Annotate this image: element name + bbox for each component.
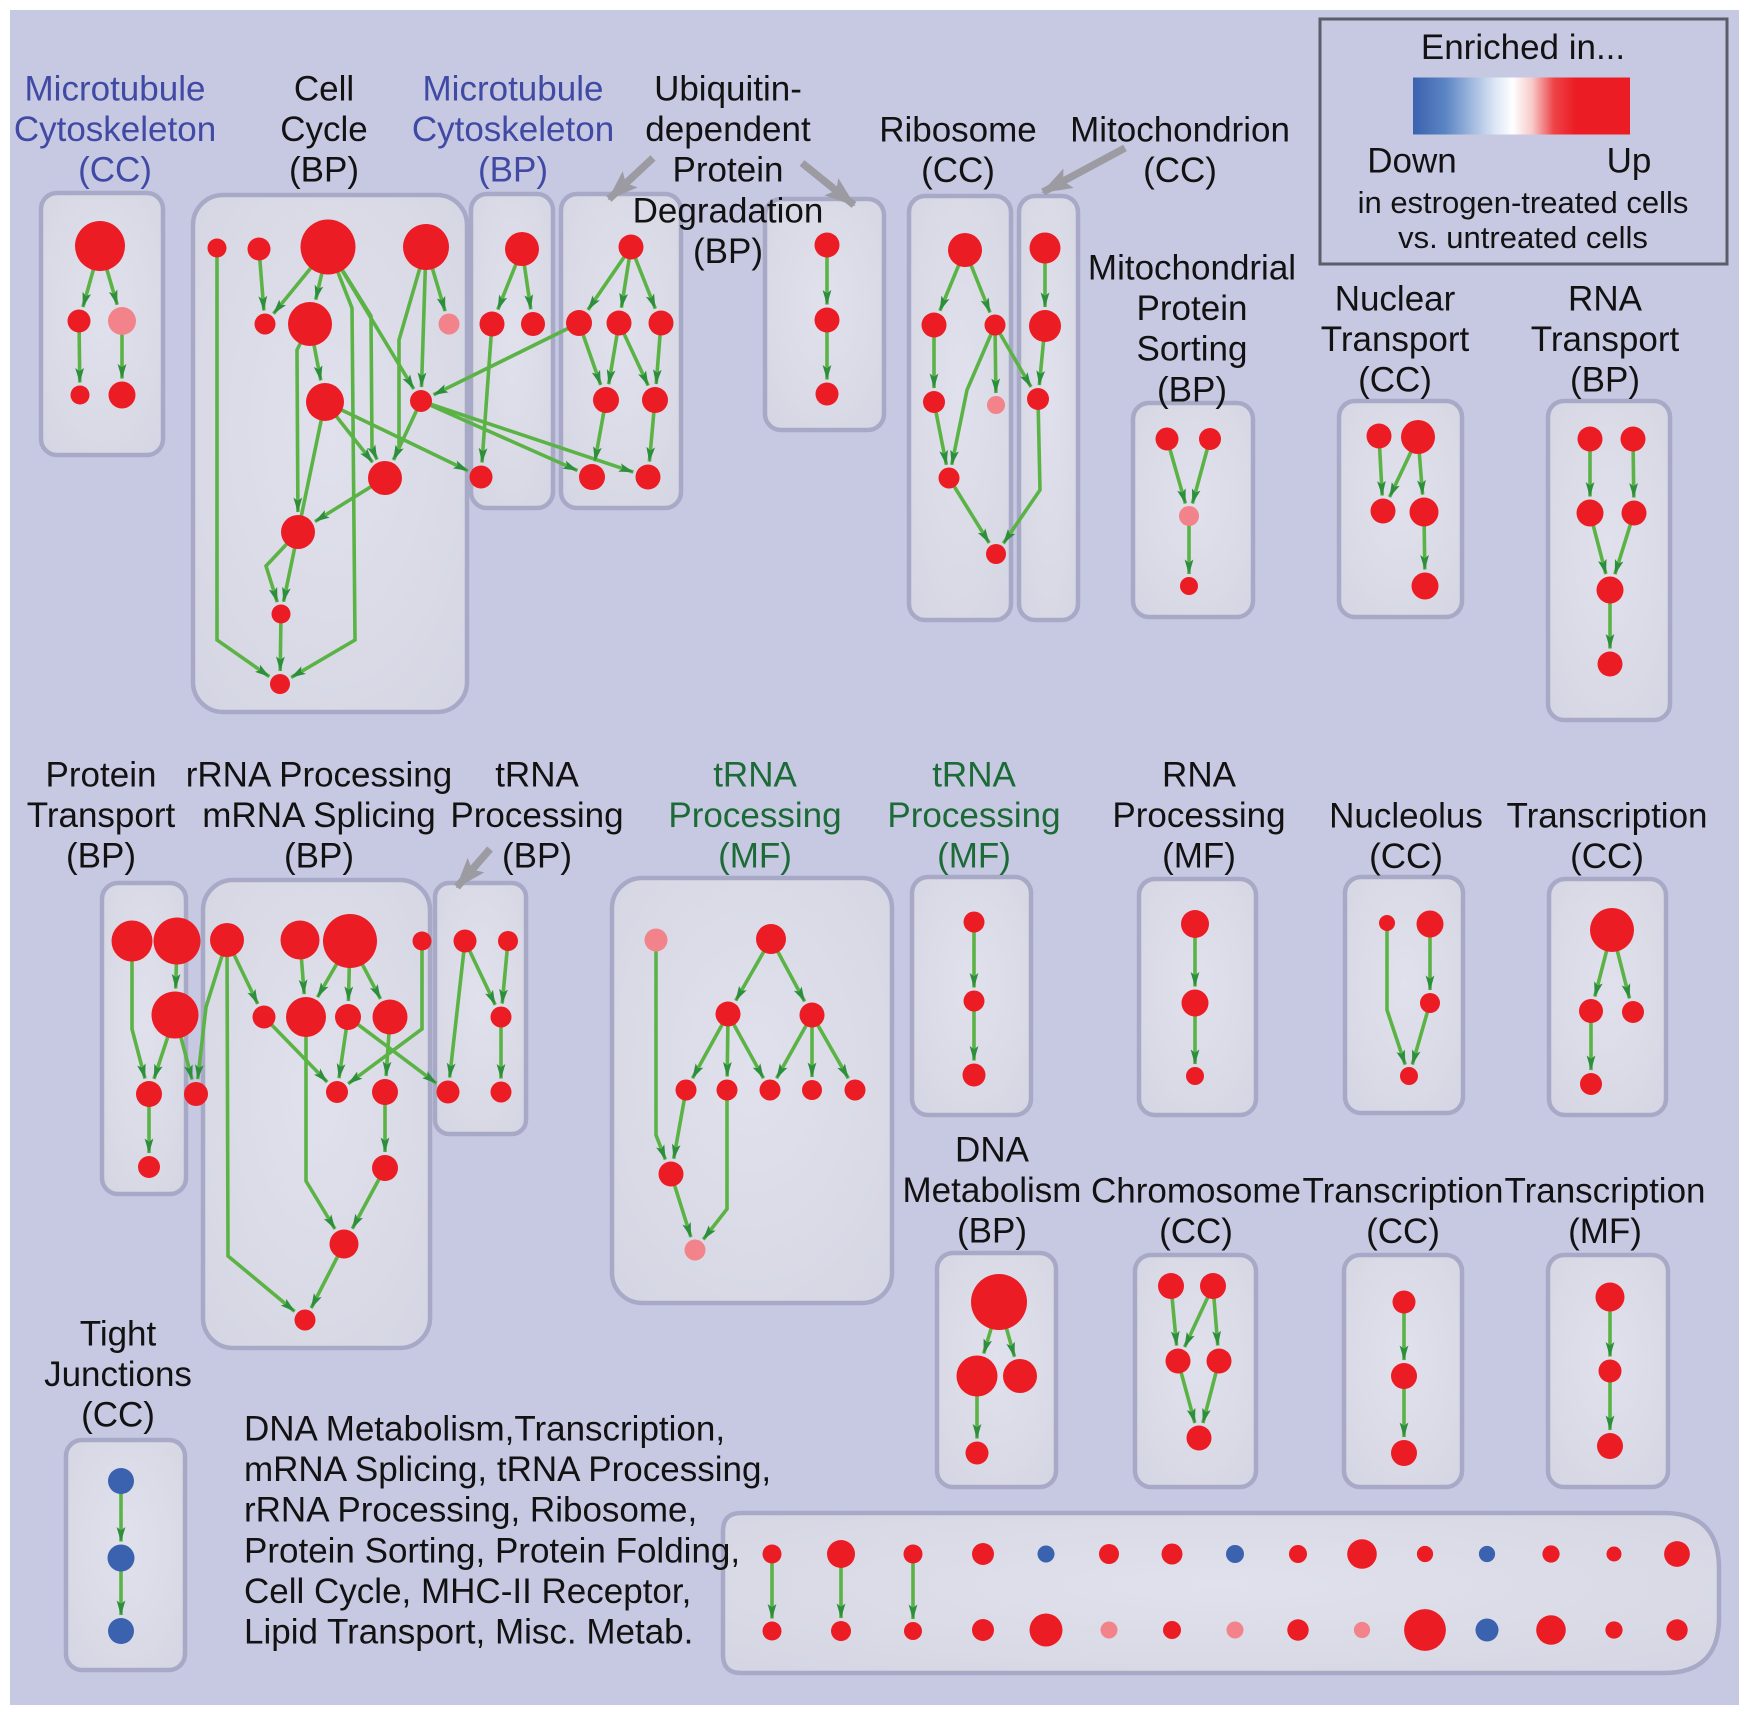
svg-text:Transcription: Transcription <box>1303 1172 1504 1211</box>
svg-text:(BP): (BP) <box>502 837 572 876</box>
svg-text:Nuclear: Nuclear <box>1335 280 1456 319</box>
svg-text:(CC): (CC) <box>1159 1212 1233 1251</box>
svg-text:(CC): (CC) <box>1358 361 1432 400</box>
svg-text:Processing: Processing <box>450 796 623 835</box>
svg-text:(BP): (BP) <box>66 837 136 876</box>
svg-text:Transcription: Transcription <box>1507 797 1708 836</box>
svg-text:Cell Cycle, MHC-II Receptor,: Cell Cycle, MHC-II Receptor, <box>244 1572 691 1611</box>
svg-text:tRNA: tRNA <box>932 756 1016 795</box>
svg-text:mRNA Splicing: mRNA Splicing <box>202 796 435 835</box>
svg-text:Processing: Processing <box>1112 796 1285 835</box>
svg-text:rRNA Processing: rRNA Processing <box>186 756 452 795</box>
svg-text:tRNA: tRNA <box>713 756 797 795</box>
svg-text:(BP): (BP) <box>478 151 548 190</box>
svg-text:(CC): (CC) <box>1143 151 1217 190</box>
svg-text:Metabolism: Metabolism <box>903 1171 1082 1210</box>
svg-text:Ubiquitin-: Ubiquitin- <box>654 70 802 109</box>
svg-text:(CC): (CC) <box>81 1396 155 1435</box>
svg-text:(BP): (BP) <box>284 837 354 876</box>
svg-text:Cell: Cell <box>294 70 354 109</box>
svg-text:Transport: Transport <box>1531 320 1680 359</box>
svg-text:Up: Up <box>1607 142 1652 181</box>
svg-text:Enriched in...: Enriched in... <box>1421 28 1625 67</box>
svg-text:RNA: RNA <box>1162 756 1237 795</box>
svg-text:(CC): (CC) <box>921 151 995 190</box>
svg-text:(MF): (MF) <box>718 837 792 876</box>
svg-text:Transport: Transport <box>27 796 176 835</box>
svg-text:(BP): (BP) <box>1570 361 1640 400</box>
svg-text:Cycle: Cycle <box>280 110 368 149</box>
svg-text:(MF): (MF) <box>937 837 1011 876</box>
svg-text:dependent: dependent <box>645 110 811 149</box>
svg-text:Protein: Protein <box>673 151 784 190</box>
svg-text:tRNA: tRNA <box>495 756 579 795</box>
svg-text:(CC): (CC) <box>1570 837 1644 876</box>
svg-text:Processing: Processing <box>887 796 1060 835</box>
svg-text:(CC): (CC) <box>1369 837 1443 876</box>
svg-text:Mitochondrial: Mitochondrial <box>1088 249 1296 288</box>
svg-text:RNA: RNA <box>1568 280 1643 319</box>
svg-text:Transport: Transport <box>1321 320 1470 359</box>
svg-text:Protein: Protein <box>1137 289 1248 328</box>
svg-text:Down: Down <box>1367 142 1456 181</box>
svg-text:Tight: Tight <box>80 1315 157 1354</box>
svg-text:(BP): (BP) <box>957 1212 1027 1251</box>
svg-text:vs. untreated cells: vs. untreated cells <box>1398 220 1648 255</box>
svg-text:Sorting: Sorting <box>1137 330 1248 369</box>
svg-text:mRNA Splicing, tRNA Processing: mRNA Splicing, tRNA Processing, <box>244 1450 771 1489</box>
svg-text:Protein: Protein <box>46 756 157 795</box>
svg-text:Transcription: Transcription <box>1505 1172 1706 1211</box>
svg-text:(MF): (MF) <box>1568 1212 1642 1251</box>
svg-text:(BP): (BP) <box>693 232 763 271</box>
svg-text:Mitochondrion: Mitochondrion <box>1070 111 1290 150</box>
svg-text:rRNA Processing, Ribosome,: rRNA Processing, Ribosome, <box>244 1491 697 1530</box>
svg-text:Chromosome: Chromosome <box>1091 1172 1301 1211</box>
svg-text:Cytoskeleton: Cytoskeleton <box>14 110 216 149</box>
svg-text:in estrogen-treated cells: in estrogen-treated cells <box>1358 185 1689 220</box>
svg-text:(BP): (BP) <box>289 151 359 190</box>
svg-text:Microtubule: Microtubule <box>25 70 206 109</box>
svg-text:Ribosome: Ribosome <box>879 111 1037 150</box>
svg-text:Nucleolus: Nucleolus <box>1329 797 1483 836</box>
svg-text:(CC): (CC) <box>78 151 152 190</box>
svg-text:Degradation: Degradation <box>633 191 824 230</box>
svg-text:(BP): (BP) <box>1157 370 1227 409</box>
svg-text:Cytoskeleton: Cytoskeleton <box>412 110 614 149</box>
svg-text:(MF): (MF) <box>1162 837 1236 876</box>
svg-text:Microtubule: Microtubule <box>423 70 604 109</box>
svg-text:DNA: DNA <box>955 1131 1030 1170</box>
svg-text:Lipid Transport, Misc. Metab.: Lipid Transport, Misc. Metab. <box>244 1613 693 1652</box>
svg-text:Protein Sorting, Protein Foldi: Protein Sorting, Protein Folding, <box>244 1531 740 1570</box>
svg-text:Processing: Processing <box>668 796 841 835</box>
svg-text:Junctions: Junctions <box>44 1355 192 1394</box>
svg-text:(CC): (CC) <box>1366 1212 1440 1251</box>
svg-text:DNA Metabolism,Transcription,: DNA Metabolism,Transcription, <box>244 1410 725 1449</box>
